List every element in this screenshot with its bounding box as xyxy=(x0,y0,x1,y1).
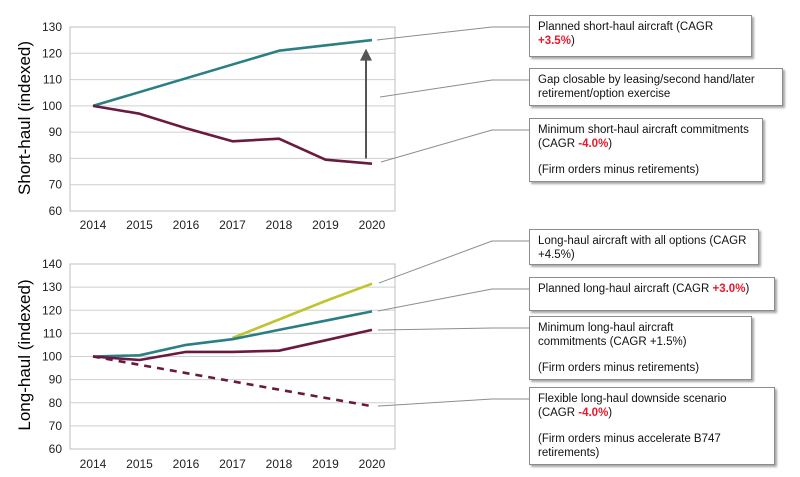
annotation-text-end: ) xyxy=(570,35,575,47)
short-haul-x-tick-label: 2016 xyxy=(173,218,200,232)
long-haul-x-tick-label: 2019 xyxy=(312,457,339,471)
long-haul-x-tick-label: 2014 xyxy=(80,457,107,471)
long-haul-x-tick-label: 2017 xyxy=(219,457,246,471)
leader-line-gap xyxy=(379,79,529,98)
short-haul-y-tick-label: 100 xyxy=(42,99,62,113)
annotation-text-end: ) xyxy=(608,138,613,150)
short-haul-y-tick-label: 130 xyxy=(42,20,62,34)
annotation-box-planned-short-haul: Planned short-haul aircraft (CAGR +3.5%) xyxy=(529,15,752,57)
leader-line-planned-short-haul xyxy=(376,26,529,41)
long-haul-y-tick-label: 60 xyxy=(49,442,63,456)
short-haul-y-tick-label: 90 xyxy=(49,125,63,139)
short-haul-series-planned-line xyxy=(92,38,373,108)
long-haul-x-tick-label: 2016 xyxy=(173,457,200,471)
long-haul-x-tick-label: 2020 xyxy=(359,457,386,471)
short-haul-chart: 60 70 80 90 100 110 120 130 2014 2015 2016 2017 2018… xyxy=(15,20,396,232)
annotation-text-end: ) xyxy=(745,283,750,295)
long-haul-series-minimum-line xyxy=(92,328,373,362)
long-haul-y-tick-label: 90 xyxy=(49,373,63,387)
leader-line-planned-long-haul xyxy=(377,288,529,312)
annotation-box-min-long-haul: Minimum long-haul aircraft commitments (… xyxy=(529,316,752,380)
long-haul-series-planned-line xyxy=(92,310,373,358)
gap-arrow-head xyxy=(360,48,372,61)
annotation-text: Minimum long-haul aircraft commitments (… xyxy=(538,322,687,348)
long-haul-y-tick-label: 110 xyxy=(43,326,62,340)
long-haul-x-tick-label: 2015 xyxy=(126,457,153,471)
short-haul-y-tick-label: 120 xyxy=(42,46,62,60)
annotation-text-end: ) xyxy=(608,407,613,419)
short-haul-x-tick-label: 2014 xyxy=(80,218,107,232)
annotation-box-long-haul-options: Long-haul aircraft with all options (CAG… xyxy=(529,229,759,265)
long-haul-y-tick-label: 140 xyxy=(42,257,62,271)
short-haul-x-tick-label: 2017 xyxy=(219,218,246,232)
annotation-text: Gap closable by leasing/second hand/late… xyxy=(538,74,755,100)
short-haul-y-axis-label: Short-haul (indexed) xyxy=(15,41,34,195)
short-haul-x-tick-label: 2015 xyxy=(126,218,153,232)
annotation-box-planned-long-haul: Planned long-haul aircraft (CAGR +3.0%) xyxy=(529,277,775,311)
short-haul-y-tick-label: 70 xyxy=(49,178,63,192)
leader-line-min-short-haul xyxy=(380,129,529,163)
long-haul-y-axis-label: Long-haul (indexed) xyxy=(15,279,34,430)
annotation-text: Minimum short-haul aircraft commitments … xyxy=(538,124,749,150)
long-haul-series-downside-line xyxy=(92,355,373,408)
long-haul-plot-area xyxy=(69,263,396,450)
annotation-note: (Firm orders minus accelerate B747 retir… xyxy=(538,433,721,459)
short-haul-x-tick-label: 2020 xyxy=(359,218,386,232)
leader-line-long-haul-options xyxy=(378,240,529,284)
short-haul-x-tick-label: 2018 xyxy=(266,218,293,232)
annotation-box-min-short-haul: Minimum short-haul aircraft commitments … xyxy=(529,118,763,182)
long-haul-y-tick-label: 80 xyxy=(49,396,63,410)
long-haul-chart: 60 70 80 90 100 110 120 130 140 2014 2015 2016 2017 2… xyxy=(15,257,396,471)
annotation-box-downside: Flexible long-haul downside scenario (CA… xyxy=(529,387,775,465)
annotation-cagr-highlight: -4.0% xyxy=(578,138,609,150)
short-haul-plot-area xyxy=(69,26,396,212)
annotation-text: Flexible long-haul downside scenario (CA… xyxy=(538,393,727,419)
annotation-cagr-highlight: +3.0% xyxy=(712,283,746,295)
short-haul-y-tick-label: 110 xyxy=(43,73,62,87)
short-haul-x-tick-label: 2019 xyxy=(312,218,339,232)
leader-line-downside xyxy=(377,398,529,407)
long-haul-series-all-options-line xyxy=(232,282,373,340)
short-haul-series-minimum-line xyxy=(92,104,373,165)
long-haul-y-tick-label: 130 xyxy=(42,280,62,294)
annotation-box-gap: Gap closable by leasing/second hand/late… xyxy=(529,68,783,106)
annotation-text: Long-haul aircraft with all options (CAG… xyxy=(538,235,747,261)
annotation-text: Planned short-haul aircraft (CAGR xyxy=(538,21,714,33)
annotation-cagr-highlight: -4.0% xyxy=(578,407,609,419)
long-haul-x-tick-label: 2018 xyxy=(266,457,293,471)
short-haul-y-tick-label: 60 xyxy=(49,204,63,218)
annotation-leader-lines xyxy=(376,26,529,407)
long-haul-y-tick-label: 70 xyxy=(49,419,63,433)
long-haul-y-tick-label: 120 xyxy=(42,303,62,317)
annotation-note: (Firm orders minus retirements) xyxy=(538,362,700,374)
annotation-cagr-highlight: +3.5% xyxy=(538,35,571,47)
annotation-text: Planned long-haul aircraft (CAGR xyxy=(538,283,713,295)
annotation-note: (Firm orders minus retirements) xyxy=(538,164,700,176)
long-haul-y-tick-label: 100 xyxy=(42,350,62,364)
short-haul-y-tick-label: 80 xyxy=(49,151,63,165)
leader-line-min-long-haul xyxy=(377,327,529,331)
